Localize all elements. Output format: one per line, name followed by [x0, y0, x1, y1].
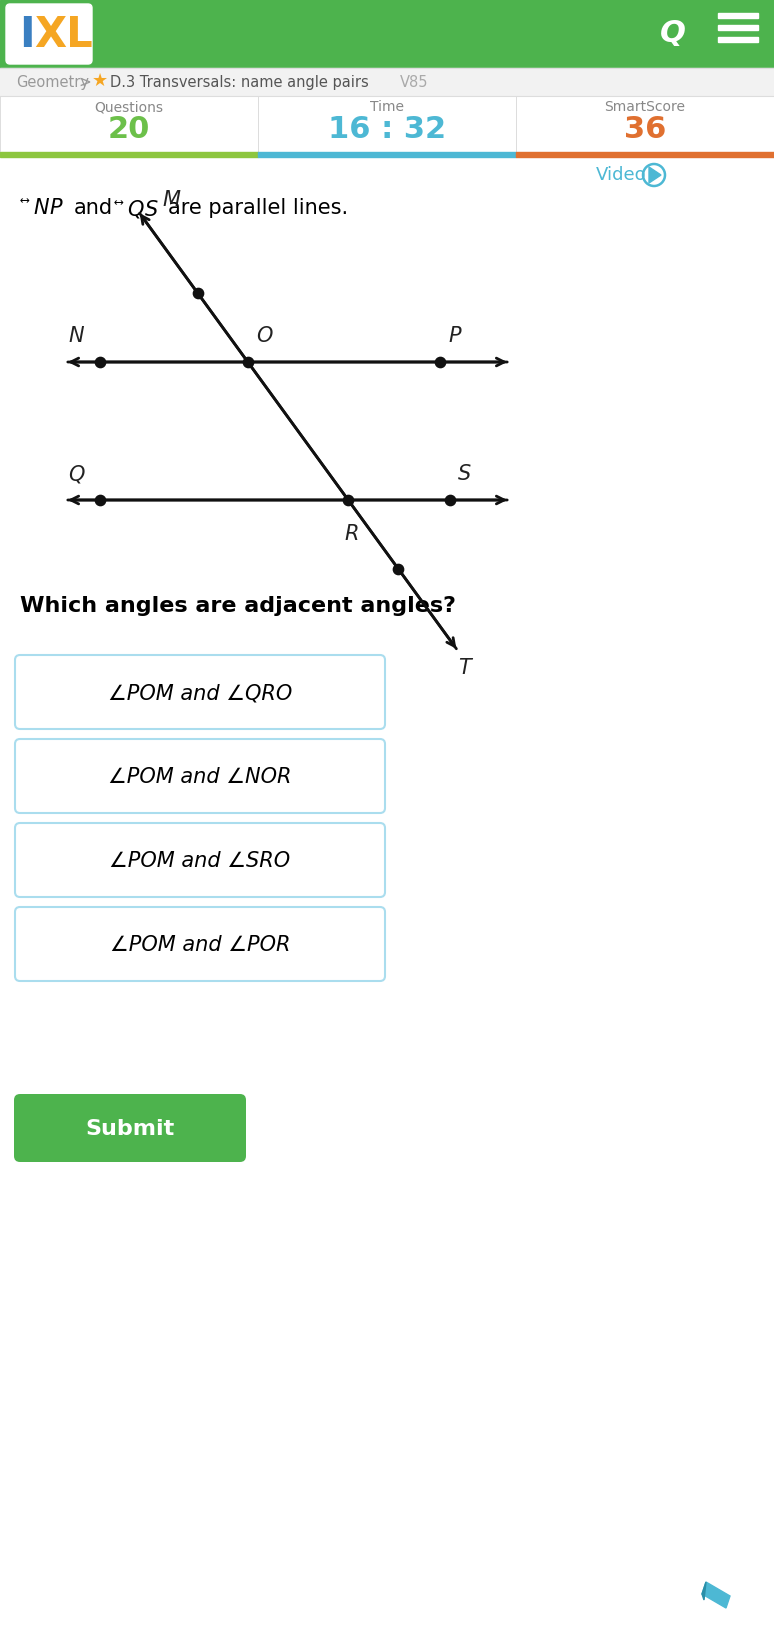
Text: O: O: [256, 326, 272, 346]
Bar: [258, 96, 516, 152]
Text: T: T: [458, 658, 471, 677]
FancyBboxPatch shape: [15, 738, 385, 812]
Polygon shape: [649, 166, 661, 183]
Bar: [516, 152, 774, 157]
Text: N: N: [68, 326, 84, 346]
Bar: [0, 152, 258, 157]
FancyBboxPatch shape: [15, 906, 385, 981]
FancyBboxPatch shape: [14, 1094, 246, 1162]
Text: ∠POM and ∠POR: ∠POM and ∠POR: [110, 934, 290, 954]
FancyBboxPatch shape: [15, 822, 385, 897]
Text: P: P: [448, 326, 461, 346]
Text: D.3 Transversals: name angle pairs: D.3 Transversals: name angle pairs: [110, 74, 368, 89]
Text: $\overleftrightarrow{NP}$: $\overleftrightarrow{NP}$: [20, 198, 64, 218]
FancyBboxPatch shape: [6, 3, 92, 64]
Text: V85: V85: [400, 74, 429, 89]
FancyBboxPatch shape: [15, 654, 385, 728]
Bar: [0, 96, 258, 152]
Point: [94, 486, 106, 513]
Text: M: M: [162, 190, 180, 209]
Text: Which angles are adjacent angles?: Which angles are adjacent angles?: [20, 597, 456, 616]
Point: [241, 349, 254, 376]
Text: Q: Q: [68, 465, 84, 485]
Text: and: and: [74, 198, 113, 218]
Text: XL: XL: [34, 13, 93, 56]
Polygon shape: [702, 1582, 706, 1600]
Bar: [0, 68, 774, 96]
Polygon shape: [702, 1582, 730, 1608]
Text: 16 : 32: 16 : 32: [328, 115, 446, 143]
Text: Time: Time: [370, 101, 404, 114]
Bar: [718, 13, 758, 18]
Text: 36: 36: [624, 115, 666, 143]
Bar: [0, 0, 774, 68]
Text: R: R: [344, 524, 358, 544]
Text: Questions: Questions: [94, 101, 163, 114]
Text: ∠POM and ∠QRO: ∠POM and ∠QRO: [108, 682, 292, 704]
Point: [342, 486, 354, 513]
Text: SmartScore: SmartScore: [604, 101, 686, 114]
Text: ∠POM and ∠SRO: ∠POM and ∠SRO: [109, 850, 290, 872]
Point: [444, 486, 456, 513]
Bar: [718, 25, 758, 30]
Text: Submit: Submit: [85, 1119, 175, 1139]
Text: >: >: [78, 74, 91, 89]
Point: [192, 280, 204, 307]
Text: Geometry: Geometry: [16, 74, 89, 89]
Text: ★: ★: [92, 73, 108, 91]
Text: $\overleftrightarrow{QS}$: $\overleftrightarrow{QS}$: [114, 198, 159, 219]
Text: Video: Video: [596, 166, 646, 185]
Text: I: I: [19, 13, 35, 56]
Bar: [516, 96, 774, 152]
Bar: [718, 36, 758, 41]
Text: Q: Q: [660, 20, 686, 48]
Text: are parallel lines.: are parallel lines.: [168, 198, 348, 218]
Text: ∠POM and ∠NOR: ∠POM and ∠NOR: [108, 766, 292, 788]
Text: 20: 20: [108, 115, 150, 143]
Point: [433, 349, 446, 376]
Bar: [258, 152, 516, 157]
Point: [392, 555, 404, 582]
Text: S: S: [458, 465, 471, 485]
Point: [94, 349, 106, 376]
